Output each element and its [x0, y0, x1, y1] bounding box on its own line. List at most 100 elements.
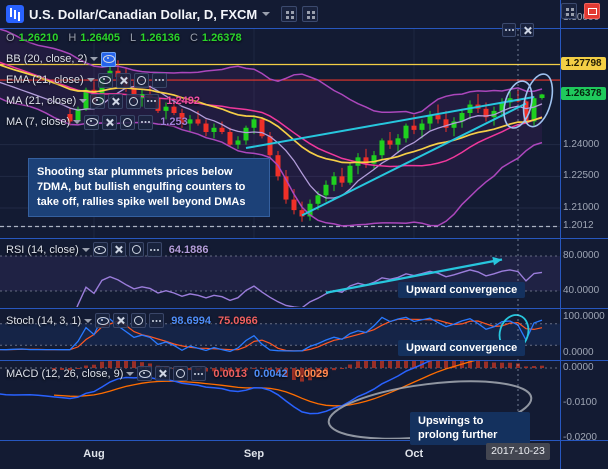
chart-header: U.S. Dollar/Canadian Dollar, D, FXCM [0, 0, 560, 28]
pane-toolbar [502, 23, 534, 37]
ellipse-drawing[interactable] [518, 71, 557, 130]
close-label: C [189, 32, 198, 44]
chevron-down-icon[interactable] [73, 120, 82, 124]
axis-label: -0.0200 [563, 432, 597, 443]
trendline[interactable] [301, 102, 527, 217]
more-icon[interactable] [144, 93, 160, 109]
price-badge: 1.26378 [561, 87, 606, 101]
indicator-label[interactable]: BB (20, close, 2) [6, 53, 88, 65]
crosshair-date-badge: 2017-10-23 [486, 443, 550, 460]
eye-icon[interactable] [101, 51, 117, 67]
eye-icon[interactable] [92, 242, 108, 257]
chevron-down-icon[interactable] [262, 12, 271, 16]
chevron-down-icon[interactable] [86, 78, 95, 82]
indicator-label[interactable]: MA (7, close) [6, 116, 71, 128]
chevron-down-icon[interactable] [126, 371, 135, 376]
high-label: H [68, 32, 77, 44]
low-value: 1.26136 [140, 32, 180, 44]
macd-annotation[interactable]: Upswings to prolong further [410, 412, 530, 445]
indicator-label[interactable]: EMA (21, close) [6, 74, 84, 86]
indicator-row-ma7[interactable]: MA (7, close) 1.253 [6, 114, 249, 130]
time-axis-label: Oct [404, 448, 424, 460]
arrow-drawing[interactable] [325, 258, 503, 294]
axis-label: 100.0000 [563, 310, 605, 322]
close-icon[interactable] [110, 242, 126, 257]
close-icon[interactable] [108, 93, 124, 109]
eye-icon[interactable] [137, 366, 153, 381]
eye-icon[interactable] [90, 93, 106, 109]
macd-header[interactable]: MACD (12, 26, close, 9) 0.0013 0.0042 0.… [6, 366, 328, 381]
open-value: 1.26210 [18, 32, 59, 44]
app-logo-icon[interactable] [6, 5, 24, 23]
chart-legend: O 1.26210 H 1.26405 L 1.26136 C 1.26378 BB (… [6, 30, 249, 135]
stoch-k-value: 98.6994 [171, 314, 211, 327]
settings-icon[interactable] [126, 93, 142, 109]
macd-hist-value: 0.0013 [213, 367, 248, 380]
compare-button[interactable] [281, 6, 298, 22]
ma21-value: 1.2492 [166, 95, 200, 107]
symbol-title[interactable]: U.S. Dollar/Canadian Dollar, D, FXCM [29, 6, 258, 22]
indicator-label[interactable]: MACD (12, 26, close, 9) [6, 367, 124, 380]
chevron-down-icon[interactable] [90, 57, 99, 61]
close-icon[interactable] [115, 72, 131, 88]
annotation-note[interactable]: Shooting star plummets prices below 7DMA… [28, 158, 270, 217]
close-icon[interactable] [155, 366, 171, 381]
settings-icon[interactable] [133, 72, 149, 88]
candles-layer [67, 60, 545, 222]
ma7-value: 1.253 [160, 116, 188, 128]
settings-icon[interactable] [120, 114, 136, 130]
chevron-down-icon[interactable] [84, 318, 93, 323]
open-label: O [6, 32, 15, 44]
indicator-label[interactable]: Stoch (14, 3, 1) [6, 314, 82, 327]
axis-label: 1.30000 [563, 12, 600, 23]
axis-label: 80.0000 [563, 250, 600, 261]
indicator-row-bb[interactable]: BB (20, close, 2) [6, 51, 249, 67]
more-icon[interactable] [151, 72, 167, 88]
snapshot-button[interactable] [302, 6, 319, 22]
settings-icon[interactable] [173, 366, 189, 381]
rsi-header[interactable]: RSI (14, close) 64.1886 [6, 242, 209, 257]
eye-icon[interactable] [84, 114, 100, 130]
more-icon[interactable] [191, 366, 207, 381]
indicator-label[interactable]: RSI (14, close) [6, 243, 79, 256]
axis-settings-button[interactable] [561, 3, 577, 19]
price-axis[interactable]: 1.30000 1.24000 1.22500 1.21000 1.2012 80.000… [560, 0, 608, 469]
indicator-label[interactable]: MA (21, close) [6, 95, 77, 107]
settings-icon[interactable] [131, 313, 147, 328]
settings-icon[interactable] [128, 242, 144, 257]
indicator-row-ma21[interactable]: MA (21, close) 1.2492 [6, 93, 249, 109]
axis-label: 1.21000 [563, 201, 600, 213]
stoch-header[interactable]: Stoch (14, 3, 1) 98.6994 75.0966 [6, 313, 258, 328]
time-axis-label: Aug [83, 448, 105, 460]
axis-label: 0.0000 [563, 362, 594, 373]
high-value: 1.26405 [80, 32, 121, 44]
panel-settings-button[interactable] [502, 23, 516, 37]
indicator-row-ema[interactable]: EMA (21, close) [6, 72, 249, 88]
more-icon[interactable] [149, 313, 165, 328]
top-right-toolbar [561, 3, 600, 19]
chevron-down-icon[interactable] [79, 99, 88, 103]
alert-button[interactable] [584, 3, 600, 19]
more-icon[interactable] [138, 114, 154, 130]
ohlc-row: O 1.26210 H 1.26405 L 1.26136 C 1.26378 [6, 30, 249, 46]
ellipse-drawing[interactable] [499, 78, 537, 131]
axis-label: 1.24000 [563, 138, 600, 150]
panel-close-button[interactable] [520, 23, 534, 37]
eye-icon[interactable] [97, 72, 113, 88]
close-icon[interactable] [102, 114, 118, 130]
stoch-annotation[interactable]: Upward convergence [398, 340, 526, 356]
axis-label: -0.0100 [563, 397, 597, 408]
trendline[interactable] [245, 95, 535, 150]
eye-icon[interactable] [95, 313, 111, 328]
low-label: L [130, 32, 137, 44]
chevron-down-icon[interactable] [81, 247, 90, 252]
more-icon[interactable] [146, 242, 162, 257]
close-icon[interactable] [113, 313, 129, 328]
stoch-panel[interactable] [0, 311, 560, 354]
time-axis[interactable]: 2017-10-23 Aug Sep Oct [0, 440, 608, 469]
macd-line-value: 0.0042 [254, 367, 288, 380]
close-value: 1.26378 [201, 32, 242, 44]
rsi-annotation[interactable]: Upward convergence [398, 282, 526, 298]
arrowhead [492, 256, 502, 266]
